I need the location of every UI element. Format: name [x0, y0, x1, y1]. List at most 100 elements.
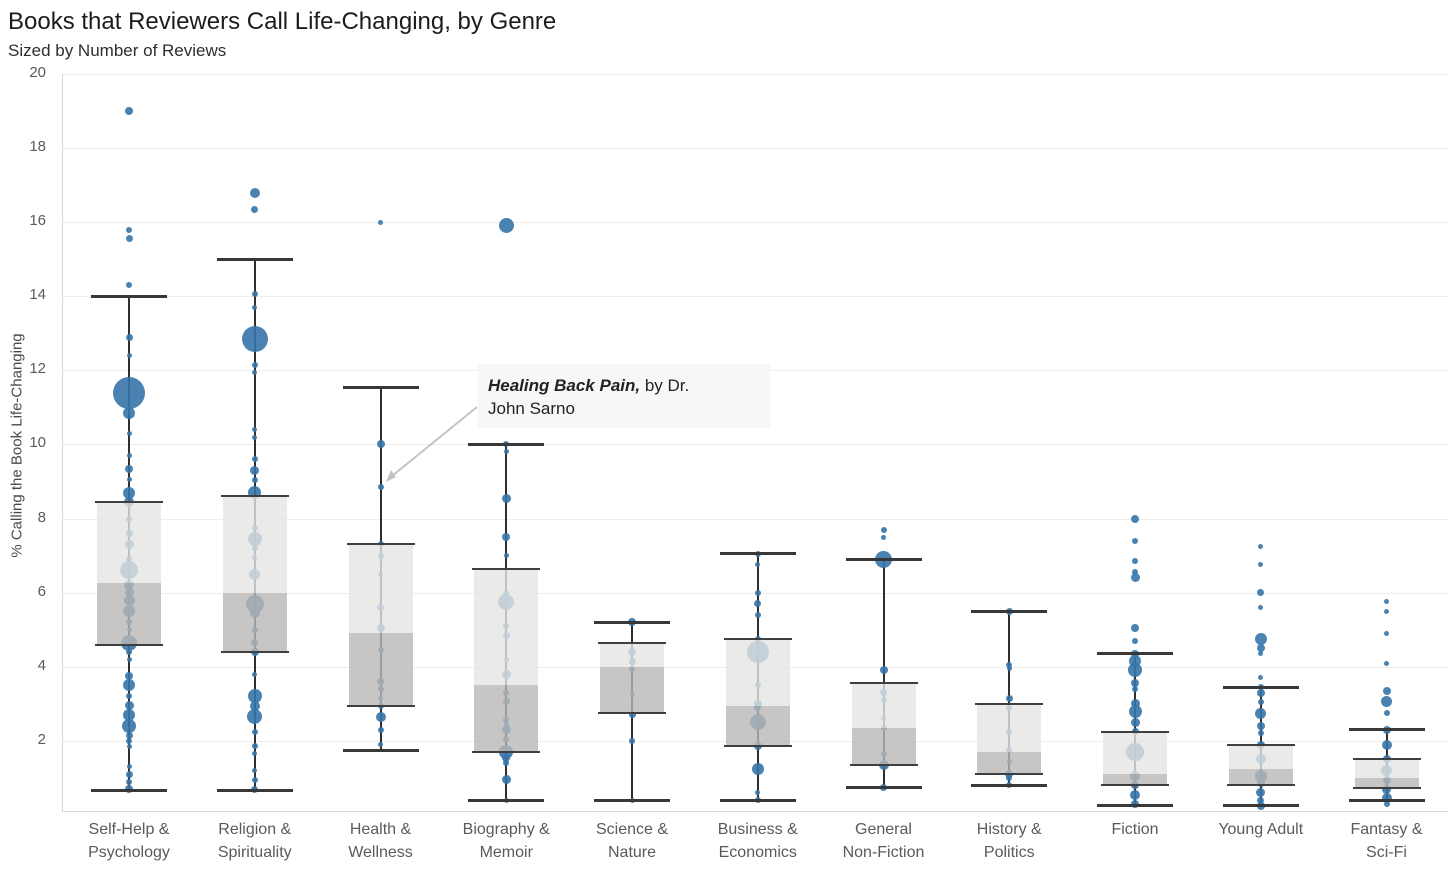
- box-lower-quartile[interactable]: [474, 685, 539, 752]
- data-point[interactable]: [751, 762, 764, 775]
- data-point[interactable]: [754, 611, 761, 618]
- data-point[interactable]: [754, 589, 761, 596]
- box-upper-quartile[interactable]: [1228, 744, 1293, 769]
- data-point[interactable]: [126, 778, 132, 785]
- data-point[interactable]: [126, 764, 132, 770]
- data-point[interactable]: [377, 484, 384, 490]
- data-point[interactable]: [1005, 694, 1013, 702]
- data-point[interactable]: [249, 187, 260, 198]
- data-point[interactable]: [880, 526, 887, 533]
- data-point[interactable]: [126, 282, 132, 289]
- data-point[interactable]: [125, 731, 133, 739]
- data-point[interactable]: [1132, 685, 1138, 692]
- data-point[interactable]: [1384, 608, 1389, 614]
- data-point[interactable]: [1128, 704, 1142, 718]
- data-point[interactable]: [123, 486, 135, 499]
- data-point[interactable]: [502, 533, 511, 541]
- data-point[interactable]: [1257, 698, 1264, 705]
- data-point[interactable]: [1256, 644, 1265, 653]
- box-upper-quartile[interactable]: [1103, 731, 1167, 775]
- data-point[interactable]: [1257, 796, 1265, 804]
- data-point[interactable]: [1381, 793, 1392, 804]
- data-point[interactable]: [252, 767, 258, 773]
- data-point[interactable]: [378, 742, 383, 747]
- data-point[interactable]: [1384, 599, 1389, 605]
- data-point[interactable]: [1255, 707, 1267, 719]
- data-point[interactable]: [247, 709, 263, 725]
- box-upper-quartile[interactable]: [474, 568, 539, 686]
- data-point[interactable]: [125, 770, 133, 778]
- data-point[interactable]: [126, 693, 132, 700]
- data-point[interactable]: [252, 671, 258, 677]
- data-point[interactable]: [252, 369, 258, 375]
- data-point[interactable]: [501, 775, 511, 785]
- data-point[interactable]: [755, 562, 761, 568]
- data-point[interactable]: [1006, 774, 1013, 781]
- data-point[interactable]: [1132, 637, 1138, 644]
- data-point[interactable]: [126, 656, 132, 662]
- data-point[interactable]: [252, 751, 258, 757]
- data-point[interactable]: [1130, 717, 1140, 727]
- data-point[interactable]: [503, 760, 510, 766]
- box-upper-quartile[interactable]: [222, 496, 287, 593]
- box-lower-quartile[interactable]: [977, 751, 1042, 775]
- data-point[interactable]: [1383, 710, 1390, 716]
- data-point[interactable]: [247, 689, 262, 704]
- data-point[interactable]: [251, 291, 258, 298]
- data-point[interactable]: [498, 218, 514, 234]
- data-point[interactable]: [252, 304, 258, 310]
- data-point[interactable]: [1384, 630, 1389, 636]
- data-point[interactable]: [125, 107, 133, 115]
- box-upper-quartile[interactable]: [348, 544, 413, 634]
- data-point[interactable]: [1256, 722, 1265, 730]
- data-point[interactable]: [1381, 696, 1392, 708]
- data-point[interactable]: [375, 711, 386, 722]
- data-point[interactable]: [503, 449, 509, 455]
- box-upper-quartile[interactable]: [977, 703, 1042, 752]
- data-point[interactable]: [252, 434, 258, 440]
- data-point[interactable]: [754, 600, 762, 608]
- data-point[interactable]: [1132, 569, 1138, 576]
- data-point[interactable]: [251, 728, 258, 735]
- data-point[interactable]: [755, 790, 761, 796]
- box-upper-quartile[interactable]: [1354, 759, 1419, 778]
- data-point[interactable]: [1132, 558, 1138, 565]
- data-point[interactable]: [252, 427, 258, 433]
- data-point[interactable]: [126, 430, 132, 436]
- data-point[interactable]: [126, 743, 132, 749]
- data-point[interactable]: [628, 711, 636, 719]
- data-point[interactable]: [125, 672, 133, 680]
- data-point[interactable]: [249, 700, 260, 711]
- data-point[interactable]: [629, 737, 635, 744]
- data-point[interactable]: [1131, 799, 1139, 808]
- box-lower-quartile[interactable]: [348, 633, 413, 706]
- data-point[interactable]: [251, 361, 258, 368]
- data-point[interactable]: [113, 376, 145, 409]
- box-lower-quartile[interactable]: [1354, 777, 1419, 789]
- data-point[interactable]: [1257, 730, 1264, 737]
- data-point[interactable]: [1256, 688, 1265, 697]
- box-lower-quartile[interactable]: [1228, 768, 1293, 786]
- data-point[interactable]: [1258, 562, 1264, 568]
- data-point[interactable]: [251, 456, 258, 463]
- data-point[interactable]: [251, 476, 258, 483]
- data-point[interactable]: [1131, 623, 1139, 632]
- data-point[interactable]: [1006, 666, 1012, 672]
- box-lower-quartile[interactable]: [600, 666, 664, 713]
- data-point[interactable]: [1131, 679, 1139, 688]
- data-point[interactable]: [1258, 543, 1264, 549]
- data-point[interactable]: [503, 553, 509, 558]
- data-point[interactable]: [126, 453, 132, 458]
- data-point[interactable]: [1382, 686, 1391, 695]
- data-point[interactable]: [123, 679, 135, 692]
- box-upper-quartile[interactable]: [97, 501, 161, 584]
- data-point[interactable]: [126, 477, 132, 483]
- data-point[interactable]: [502, 753, 511, 762]
- box-upper-quartile[interactable]: [600, 642, 664, 667]
- data-point[interactable]: [1130, 573, 1140, 583]
- data-point[interactable]: [1006, 661, 1013, 668]
- data-point[interactable]: [1254, 632, 1267, 645]
- data-point[interactable]: [251, 205, 259, 213]
- data-point[interactable]: [241, 325, 268, 352]
- data-point[interactable]: [879, 666, 888, 675]
